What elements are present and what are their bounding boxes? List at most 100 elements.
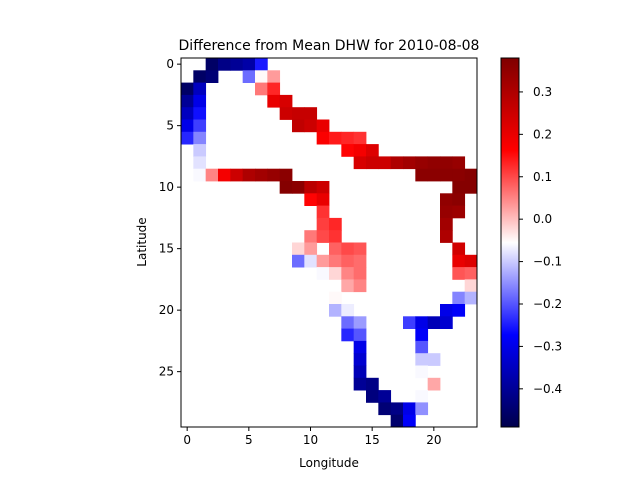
heatmap-cell (329, 230, 342, 243)
x-tick-label: 0 (183, 433, 191, 447)
heatmap-cell (292, 254, 305, 268)
heatmap-cell (427, 168, 441, 182)
x-axis-label: Longitude (299, 456, 359, 470)
heatmap-cell (403, 402, 416, 416)
colorbar-ticks: 0.3 0.2 0.1 0.0 −0.1 −0.2 −0.3 −0.4 (519, 85, 562, 396)
heatmap-cell (292, 119, 305, 133)
colorbar-gradient (500, 57, 520, 428)
heatmap-cell (353, 365, 367, 379)
colorbar-tick-label: 0.2 (533, 127, 552, 141)
heatmap-cell (193, 156, 207, 170)
y-tick-label: 25 (159, 365, 174, 379)
heatmap-cell (193, 131, 207, 145)
heatmap-cell (316, 131, 330, 145)
heatmap-cell (316, 119, 330, 133)
x-tick-label: 20 (426, 433, 441, 447)
heatmap-cell (464, 181, 478, 194)
heatmap-cell (440, 316, 453, 329)
heatmap-cell (353, 156, 367, 170)
heatmap-cell (181, 119, 194, 133)
heatmap-cell (329, 254, 342, 268)
heatmap-cell (304, 254, 318, 268)
heatmap-cell (415, 390, 429, 403)
heatmap-cell (341, 254, 355, 268)
colorbar-tick-label: −0.4 (533, 382, 562, 396)
heatmap-cell (452, 254, 466, 268)
heatmap-cell (452, 291, 466, 305)
heatmap-cell (366, 144, 379, 157)
heatmap-cell (341, 267, 355, 280)
heatmap-cell (403, 316, 416, 329)
y-tick-label: 0 (166, 57, 174, 71)
heatmap-cell (304, 181, 318, 194)
heatmap-cell (390, 402, 404, 416)
x-axis-ticks: 0 5 10 15 20 (183, 427, 441, 447)
heatmap-cell (193, 144, 207, 157)
heatmap-cell (366, 156, 379, 170)
heatmap-cell (329, 242, 342, 256)
heatmap-cell (415, 402, 429, 416)
heatmap-cell (452, 267, 466, 280)
heatmap-cell (193, 82, 207, 96)
heatmap-cell (464, 279, 478, 293)
heatmap-cell (304, 230, 318, 243)
heatmap-cell (353, 340, 367, 354)
heatmap-cell (427, 156, 441, 170)
heatmap-cell (452, 205, 466, 219)
colorbar-tick-label: 0.3 (533, 85, 552, 99)
heatmap-cell (292, 242, 305, 256)
heatmap-cell (242, 70, 256, 83)
heatmap-cell (316, 193, 330, 206)
colorbar-tick-label: 0.1 (533, 170, 552, 184)
heatmap-cell (341, 144, 355, 157)
heatmap-cell (279, 107, 293, 120)
heatmap-cell (403, 414, 416, 428)
heatmap-cell (255, 168, 268, 182)
heatmap-cell (464, 291, 478, 305)
colorbar-tick-label: 0.0 (533, 212, 552, 226)
heatmap-cell (415, 328, 429, 342)
x-tick-label: 5 (245, 433, 253, 447)
heatmap-cell (464, 254, 478, 268)
heatmap-cell (181, 82, 194, 96)
heatmap-cell (267, 168, 281, 182)
heatmap-cell (464, 267, 478, 280)
heatmap-cell (353, 267, 367, 280)
heatmap-cell (452, 242, 466, 256)
heatmap-cell (440, 168, 453, 182)
heatmap-cell (415, 168, 429, 182)
heatmap-cell (279, 181, 293, 194)
heatmap-cell (181, 94, 194, 108)
heatmap-cell (193, 119, 207, 133)
x-tick-label: 15 (365, 433, 380, 447)
plot-frame (180, 57, 478, 428)
heatmap-cell (267, 94, 281, 108)
heatmap-cell (427, 353, 441, 366)
heatmap-cell (415, 156, 429, 170)
heatmap-cell (255, 82, 268, 96)
colorbar-tick-label: −0.2 (533, 297, 562, 311)
heatmap-cell (427, 377, 441, 391)
heatmap-cell (464, 168, 478, 182)
heatmap-cell (341, 328, 355, 342)
heatmap-cell (341, 304, 355, 317)
y-axis-ticks: 0 5 10 15 20 25 (159, 57, 181, 379)
heatmap-cells (181, 58, 478, 428)
heatmap-cell (316, 181, 330, 194)
heatmap-cell (353, 254, 367, 268)
heatmap-cell (181, 131, 194, 145)
heatmap-cell (452, 193, 466, 206)
heatmap-cell (205, 70, 219, 83)
heatmap-cell (205, 168, 219, 182)
heatmap-cell (353, 316, 367, 329)
heatmap-cell (255, 70, 268, 83)
heatmap-cell (304, 193, 318, 206)
heatmap-cell (193, 94, 207, 108)
heatmap-cell (193, 70, 207, 83)
heatmap-cell (440, 156, 453, 170)
heatmap-cell (242, 168, 256, 182)
y-axis-label: Latitude (135, 217, 149, 266)
heatmap-cell (390, 156, 404, 170)
heatmap-cell (304, 119, 318, 133)
